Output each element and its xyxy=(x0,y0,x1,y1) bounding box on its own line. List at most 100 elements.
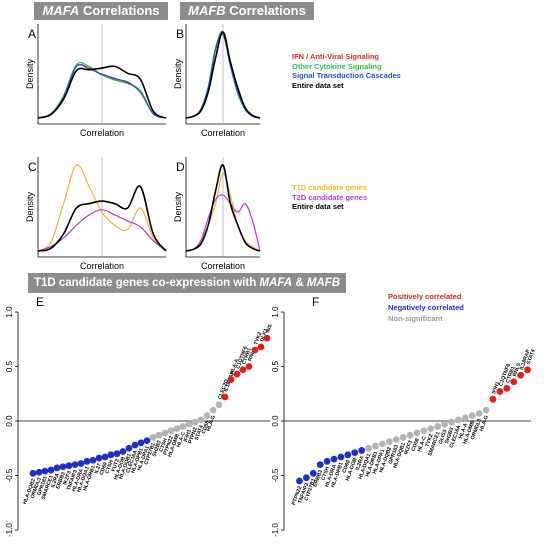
panel-f-point-label-30: CTRB1 xyxy=(505,366,517,384)
panel-e-point-38 xyxy=(257,343,265,351)
panel-f-ytick-label-3: 0.5 xyxy=(271,360,280,372)
panel-f-point-label-3: ERBB3 xyxy=(312,469,324,488)
panel-f-point-25 xyxy=(468,412,476,419)
panel-b-ylabel: Density xyxy=(173,58,183,89)
panel-e-ytick-label-4: 1.0 xyxy=(5,306,14,318)
panel-e-point-39 xyxy=(263,334,271,342)
panel-f-point-4 xyxy=(323,457,331,465)
panel-e-point-33 xyxy=(227,376,235,383)
panel-f-point-28 xyxy=(489,395,497,403)
panel-f-point-16 xyxy=(406,431,414,439)
panel-f-point-30 xyxy=(503,384,511,392)
panel-e-point-25 xyxy=(179,423,187,430)
panel-letter-a: A xyxy=(28,27,36,41)
panel-letter-f: F xyxy=(312,295,319,309)
panel-e-point-27 xyxy=(191,418,199,426)
header-mafb: MAFB Correlations xyxy=(180,2,314,20)
panel-e-point-14 xyxy=(113,450,121,458)
panel-c-ylabel: Density xyxy=(25,191,35,222)
panel-e-point-7 xyxy=(71,461,79,468)
header-bottom-gene2: MAFB xyxy=(306,277,341,289)
panel-e-point-label-29: CD58 xyxy=(201,420,211,435)
header-bottom-prefix: T1D candidate genes co-expression with xyxy=(33,277,260,289)
panel-f-point-2 xyxy=(309,469,317,477)
panel-f-point-17 xyxy=(413,429,421,437)
panel-f-point-3 xyxy=(316,461,324,468)
panel-e-point-label-12: CD69 xyxy=(99,461,109,476)
panel-e-point-label-37: TYK2 xyxy=(253,331,263,346)
legend-bottom-item-positive: Positively correlated xyxy=(388,292,462,301)
panel-e-point-37 xyxy=(251,346,259,354)
panel-e-point-label-38: DLK1 xyxy=(259,328,269,343)
panel-d-xlabel: Correlation xyxy=(201,261,245,271)
panel-e-point-34 xyxy=(233,370,241,378)
panel-e-point-label-27: PTPN2 xyxy=(188,427,199,445)
panel-b-xlabel: Correlation xyxy=(201,128,245,138)
panel-f-point-10 xyxy=(365,444,372,452)
legend-bottom-item-nonsig: Non-significant xyxy=(388,314,443,323)
panel-e-point-label-25: HLA-C xyxy=(176,431,187,448)
panel-letter-e: E xyxy=(36,295,44,309)
panel-f-point-31 xyxy=(510,378,518,386)
panel-e-point-label-28: STAT4 xyxy=(194,424,205,441)
panel-f-ytick-label-4: 1.0 xyxy=(271,306,280,318)
panel-f-point-19 xyxy=(427,425,435,433)
panel-f-point-label-9: IL2RA xyxy=(355,455,366,471)
panel-f-point-label-4: CTSH xyxy=(321,466,332,482)
panel-e-point-16 xyxy=(125,444,133,452)
panel-e-point-label-5: ERBB3 xyxy=(55,471,67,490)
header-bottom: T1D candidate genes co-expression with M… xyxy=(28,273,346,293)
panel-letter-c: C xyxy=(28,160,37,174)
panel-e-point-label-36: RNLS xyxy=(247,346,258,362)
panel-f-point-label-21: GLIS3 xyxy=(438,429,449,445)
panel-b-series-3 xyxy=(185,31,261,119)
panel-c-series-2 xyxy=(37,185,167,252)
panel-f-point-24 xyxy=(461,414,469,422)
panel-e-point-36 xyxy=(245,363,253,370)
panel-e-point-24 xyxy=(173,425,181,433)
panel-e-point-12 xyxy=(101,453,109,461)
panel-e-ytick-label-1: -0.5 xyxy=(5,468,14,482)
legend-bottom: Positively correlated Negatively correla… xyxy=(388,291,464,324)
panel-e-point-label-14: FUT2 xyxy=(111,458,121,472)
legend-top-item-entire: Entire data set xyxy=(292,80,344,90)
panel-letter-d: D xyxy=(176,160,185,174)
legend-mid-item-t2d: T2D candidate genes xyxy=(292,192,368,202)
panel-e-point-label-6: IKZF3 xyxy=(62,470,73,486)
panel-f-point-23 xyxy=(455,416,462,424)
header-mafa: MAFA Correlations xyxy=(34,2,168,20)
panel-f-point-33 xyxy=(524,366,531,374)
panel-e-point-9 xyxy=(83,457,91,465)
panel-f-point-label-31: RNLS xyxy=(512,362,523,378)
panel-a-ylabel: Density xyxy=(25,58,35,89)
panel-f-point-label-33: STAT4 xyxy=(526,349,537,366)
panel-e-point-29 xyxy=(203,412,211,419)
panel-e-point-21 xyxy=(155,431,163,439)
panel-e-ytick-label-2: 0.0 xyxy=(5,415,14,427)
panel-f-point-21 xyxy=(441,420,449,428)
panel-f-point-11 xyxy=(372,442,379,450)
panel-e-point-4 xyxy=(53,464,61,472)
panel-a-series-3 xyxy=(37,65,167,119)
panel-f-point-7 xyxy=(344,451,352,459)
header-bottom-gene1: MAFA xyxy=(259,277,293,289)
panel-f-point-15 xyxy=(399,433,407,441)
panel-e-point-5 xyxy=(59,463,67,471)
panel-f-point-18 xyxy=(420,427,428,435)
legend-top: IFN / Anti-Viral Signaling Other Cytokin… xyxy=(292,52,401,90)
panel-f-point-5 xyxy=(330,455,338,463)
panel-f-point-26 xyxy=(475,409,483,417)
header-mafb-suffix: Correlations xyxy=(225,3,306,18)
panel-e-point-3 xyxy=(47,466,55,474)
panel-c-series-1 xyxy=(37,209,167,252)
panel-f-point-label-27: HLA-G xyxy=(479,415,490,432)
panel-e-point-label-30: HLA-G xyxy=(206,415,217,432)
panel-e-point-label-33: HLA-A xyxy=(229,358,240,375)
panel-e-point-11 xyxy=(95,454,103,462)
legend-mid: T1D candidate genes T2D candidate genes … xyxy=(292,183,367,212)
panel-e-point-20 xyxy=(149,433,157,441)
panel-e-point-13 xyxy=(107,451,115,459)
panel-e-point-28 xyxy=(197,416,205,424)
panel-e-point-26 xyxy=(185,420,193,428)
